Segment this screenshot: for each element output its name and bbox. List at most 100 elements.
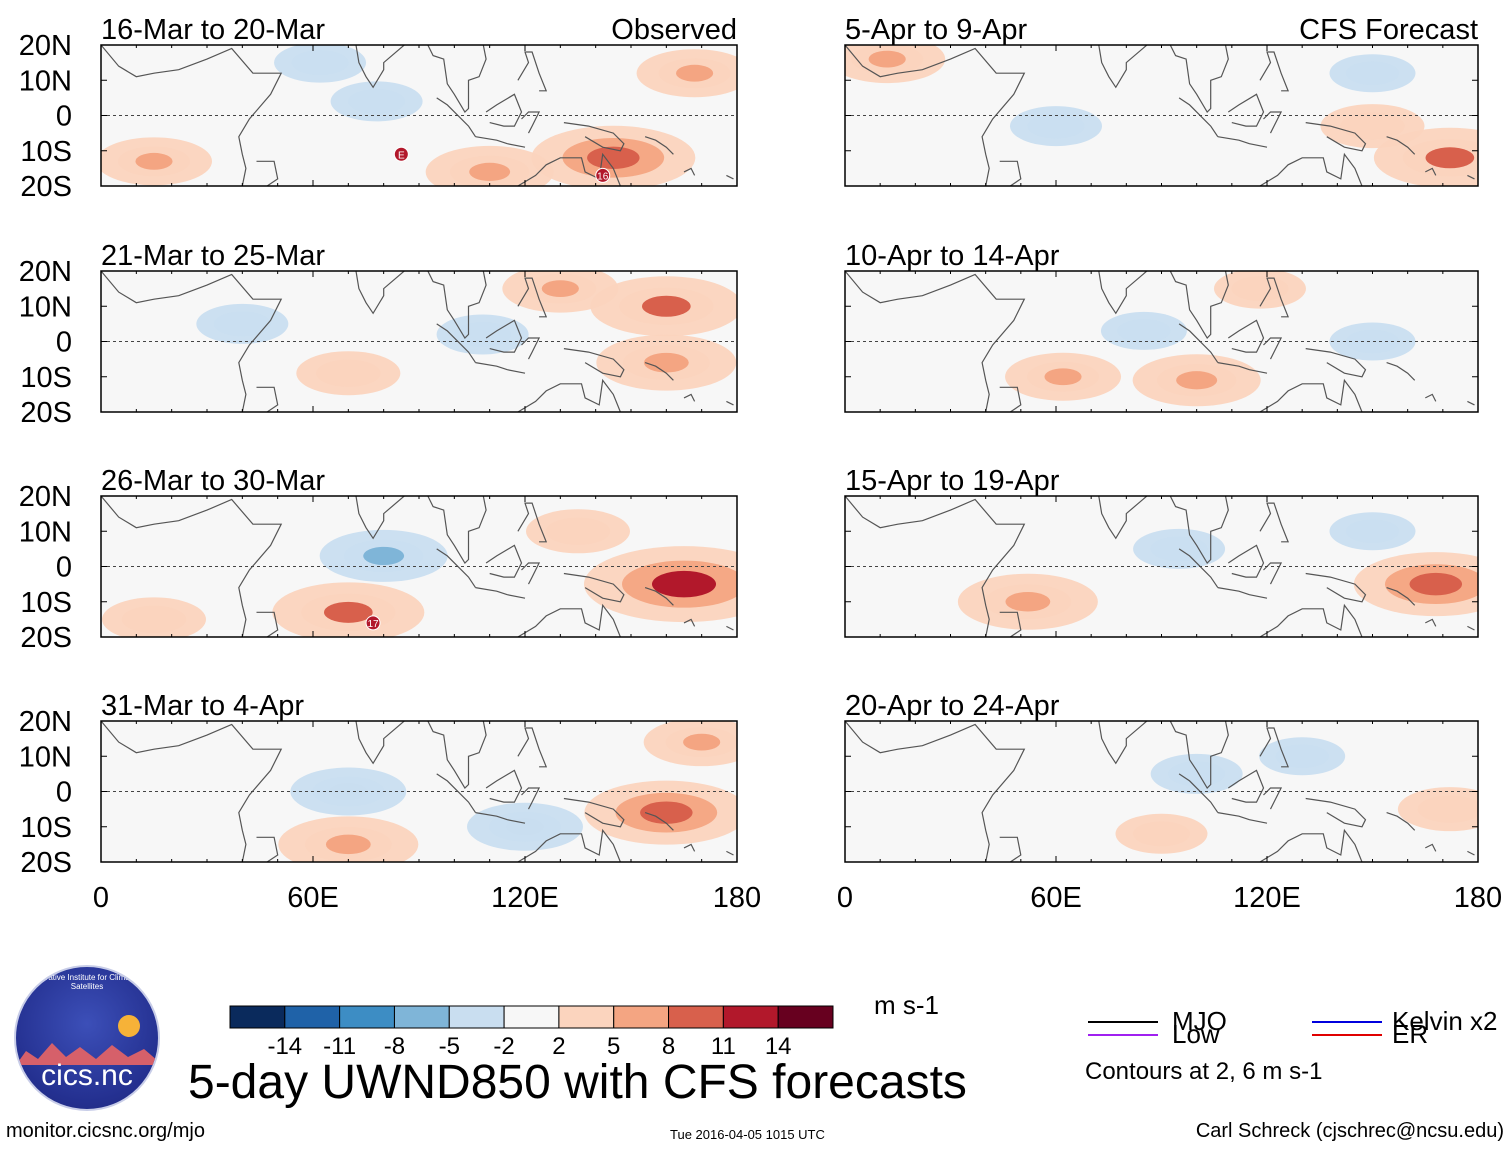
anomaly-region-mid	[213, 311, 271, 337]
anomaly-region-core	[1425, 147, 1475, 169]
coastline	[563, 348, 625, 378]
coastline	[1041, 496, 1229, 564]
legend-label-kelvin: Kelvin x2	[1392, 1006, 1498, 1036]
colorbar-tick-label: 5	[607, 1033, 620, 1060]
coastline	[256, 611, 279, 637]
coastline	[683, 167, 696, 176]
colorbar-tick-label: -5	[439, 1033, 460, 1060]
colorbar-tick-label: -2	[493, 1033, 514, 1060]
coastline	[726, 174, 734, 180]
panel-period-label: 16-Mar to 20-Mar	[101, 14, 325, 46]
coastline	[516, 152, 621, 186]
panel-field: E 16	[101, 45, 737, 186]
coastline	[1258, 152, 1363, 186]
x-tick-label: 0	[837, 882, 853, 914]
colorbar-swatch	[229, 1005, 286, 1029]
coastline	[516, 828, 621, 862]
anomaly-region-core	[1044, 368, 1082, 386]
colorbar-swatch	[722, 1005, 779, 1029]
panel-period-label: 21-Mar to 25-Mar	[101, 240, 325, 272]
anomaly-region-mid	[1417, 795, 1478, 823]
coastline	[517, 502, 548, 543]
anomaly-region-mid	[1275, 744, 1329, 769]
coastline	[1425, 843, 1437, 852]
anomaly-region-mid	[1150, 536, 1208, 562]
x-tick-label: 0	[93, 882, 109, 914]
colorbar-tick-label: 8	[662, 1033, 675, 1060]
coastline	[475, 812, 526, 824]
logo-name: cics.nc	[41, 1059, 133, 1092]
anomaly-region-mid	[316, 359, 381, 387]
storm-label: 16	[597, 171, 609, 182]
panel-field	[845, 45, 1478, 186]
coastline	[726, 625, 734, 631]
coastline	[1227, 319, 1265, 353]
y-tick-label: 10N	[19, 291, 72, 323]
storm-label: E	[398, 150, 405, 161]
y-tick-label: 20S	[20, 397, 72, 429]
coastline	[1227, 769, 1265, 803]
panel-right-0: 5-Apr to 9-Apr CFS Forecast	[844, 14, 1479, 187]
coastline	[726, 400, 734, 406]
anomaly-region-core	[587, 146, 640, 169]
logo-sun	[118, 1015, 140, 1037]
x-tick-label: 120E	[491, 882, 559, 914]
colorbar-tick-label: 11	[711, 1033, 736, 1060]
y-tick-label: 20S	[20, 171, 72, 203]
y-tick-label: 10S	[20, 812, 72, 844]
panel-period-label: 5-Apr to 9-Apr	[845, 14, 1027, 46]
coastline	[563, 572, 625, 603]
anomaly-region-mid	[1027, 113, 1085, 139]
coastline	[517, 727, 548, 768]
coastline	[256, 836, 279, 862]
coastline	[101, 271, 283, 412]
panel-period-label: 26-Mar to 30-Mar	[101, 465, 325, 497]
panel-field	[101, 271, 737, 412]
anomaly-region-core	[1005, 591, 1051, 612]
legend-line-er	[1312, 1034, 1382, 1036]
y-tick-label: 20N	[19, 256, 72, 288]
storm-marker	[365, 615, 381, 631]
colorbar-tick-label: -11	[323, 1033, 356, 1060]
coastline	[485, 93, 523, 127]
coastline	[644, 362, 674, 381]
timestamp: Tue 2016-04-05 1015 UTC	[670, 1127, 825, 1142]
panel-field	[845, 496, 1478, 637]
coastline	[1041, 45, 1229, 113]
coastline	[521, 111, 541, 134]
coastline	[999, 160, 1022, 186]
anomaly-region-core	[541, 280, 579, 298]
y-tick-label: 10N	[19, 65, 72, 97]
coastline	[298, 721, 487, 789]
anomaly-region-mid	[121, 605, 187, 634]
coastline	[1467, 400, 1475, 406]
panel-period-label: 15-Apr to 19-Apr	[845, 465, 1060, 497]
anomaly-region-mid	[1132, 821, 1191, 847]
colorbar-swatch	[448, 1005, 505, 1029]
coastline	[1467, 850, 1475, 856]
anomaly-region-core	[676, 64, 714, 82]
coastline	[563, 797, 625, 828]
coastline	[1259, 277, 1289, 318]
coastline	[1258, 378, 1363, 412]
anomaly-region-mid	[1345, 61, 1400, 85]
y-tick-label: 10S	[20, 362, 72, 394]
anomaly-region-mid	[545, 517, 611, 545]
coastline	[999, 611, 1022, 637]
coastline	[644, 587, 674, 606]
site-url[interactable]: monitor.cicsnc.org/mjo	[6, 1120, 205, 1142]
panel-field	[845, 721, 1478, 862]
x-tick-label: 120E	[1233, 882, 1301, 914]
coastline	[475, 587, 526, 599]
anomaly-region-mid	[1340, 112, 1405, 140]
coastline	[563, 122, 625, 152]
y-tick-label: 0	[56, 327, 72, 359]
coastline	[521, 787, 541, 810]
coastline	[521, 562, 541, 585]
coastline	[475, 136, 526, 148]
anomaly-region-mid	[1345, 519, 1400, 544]
coastline	[485, 319, 523, 353]
